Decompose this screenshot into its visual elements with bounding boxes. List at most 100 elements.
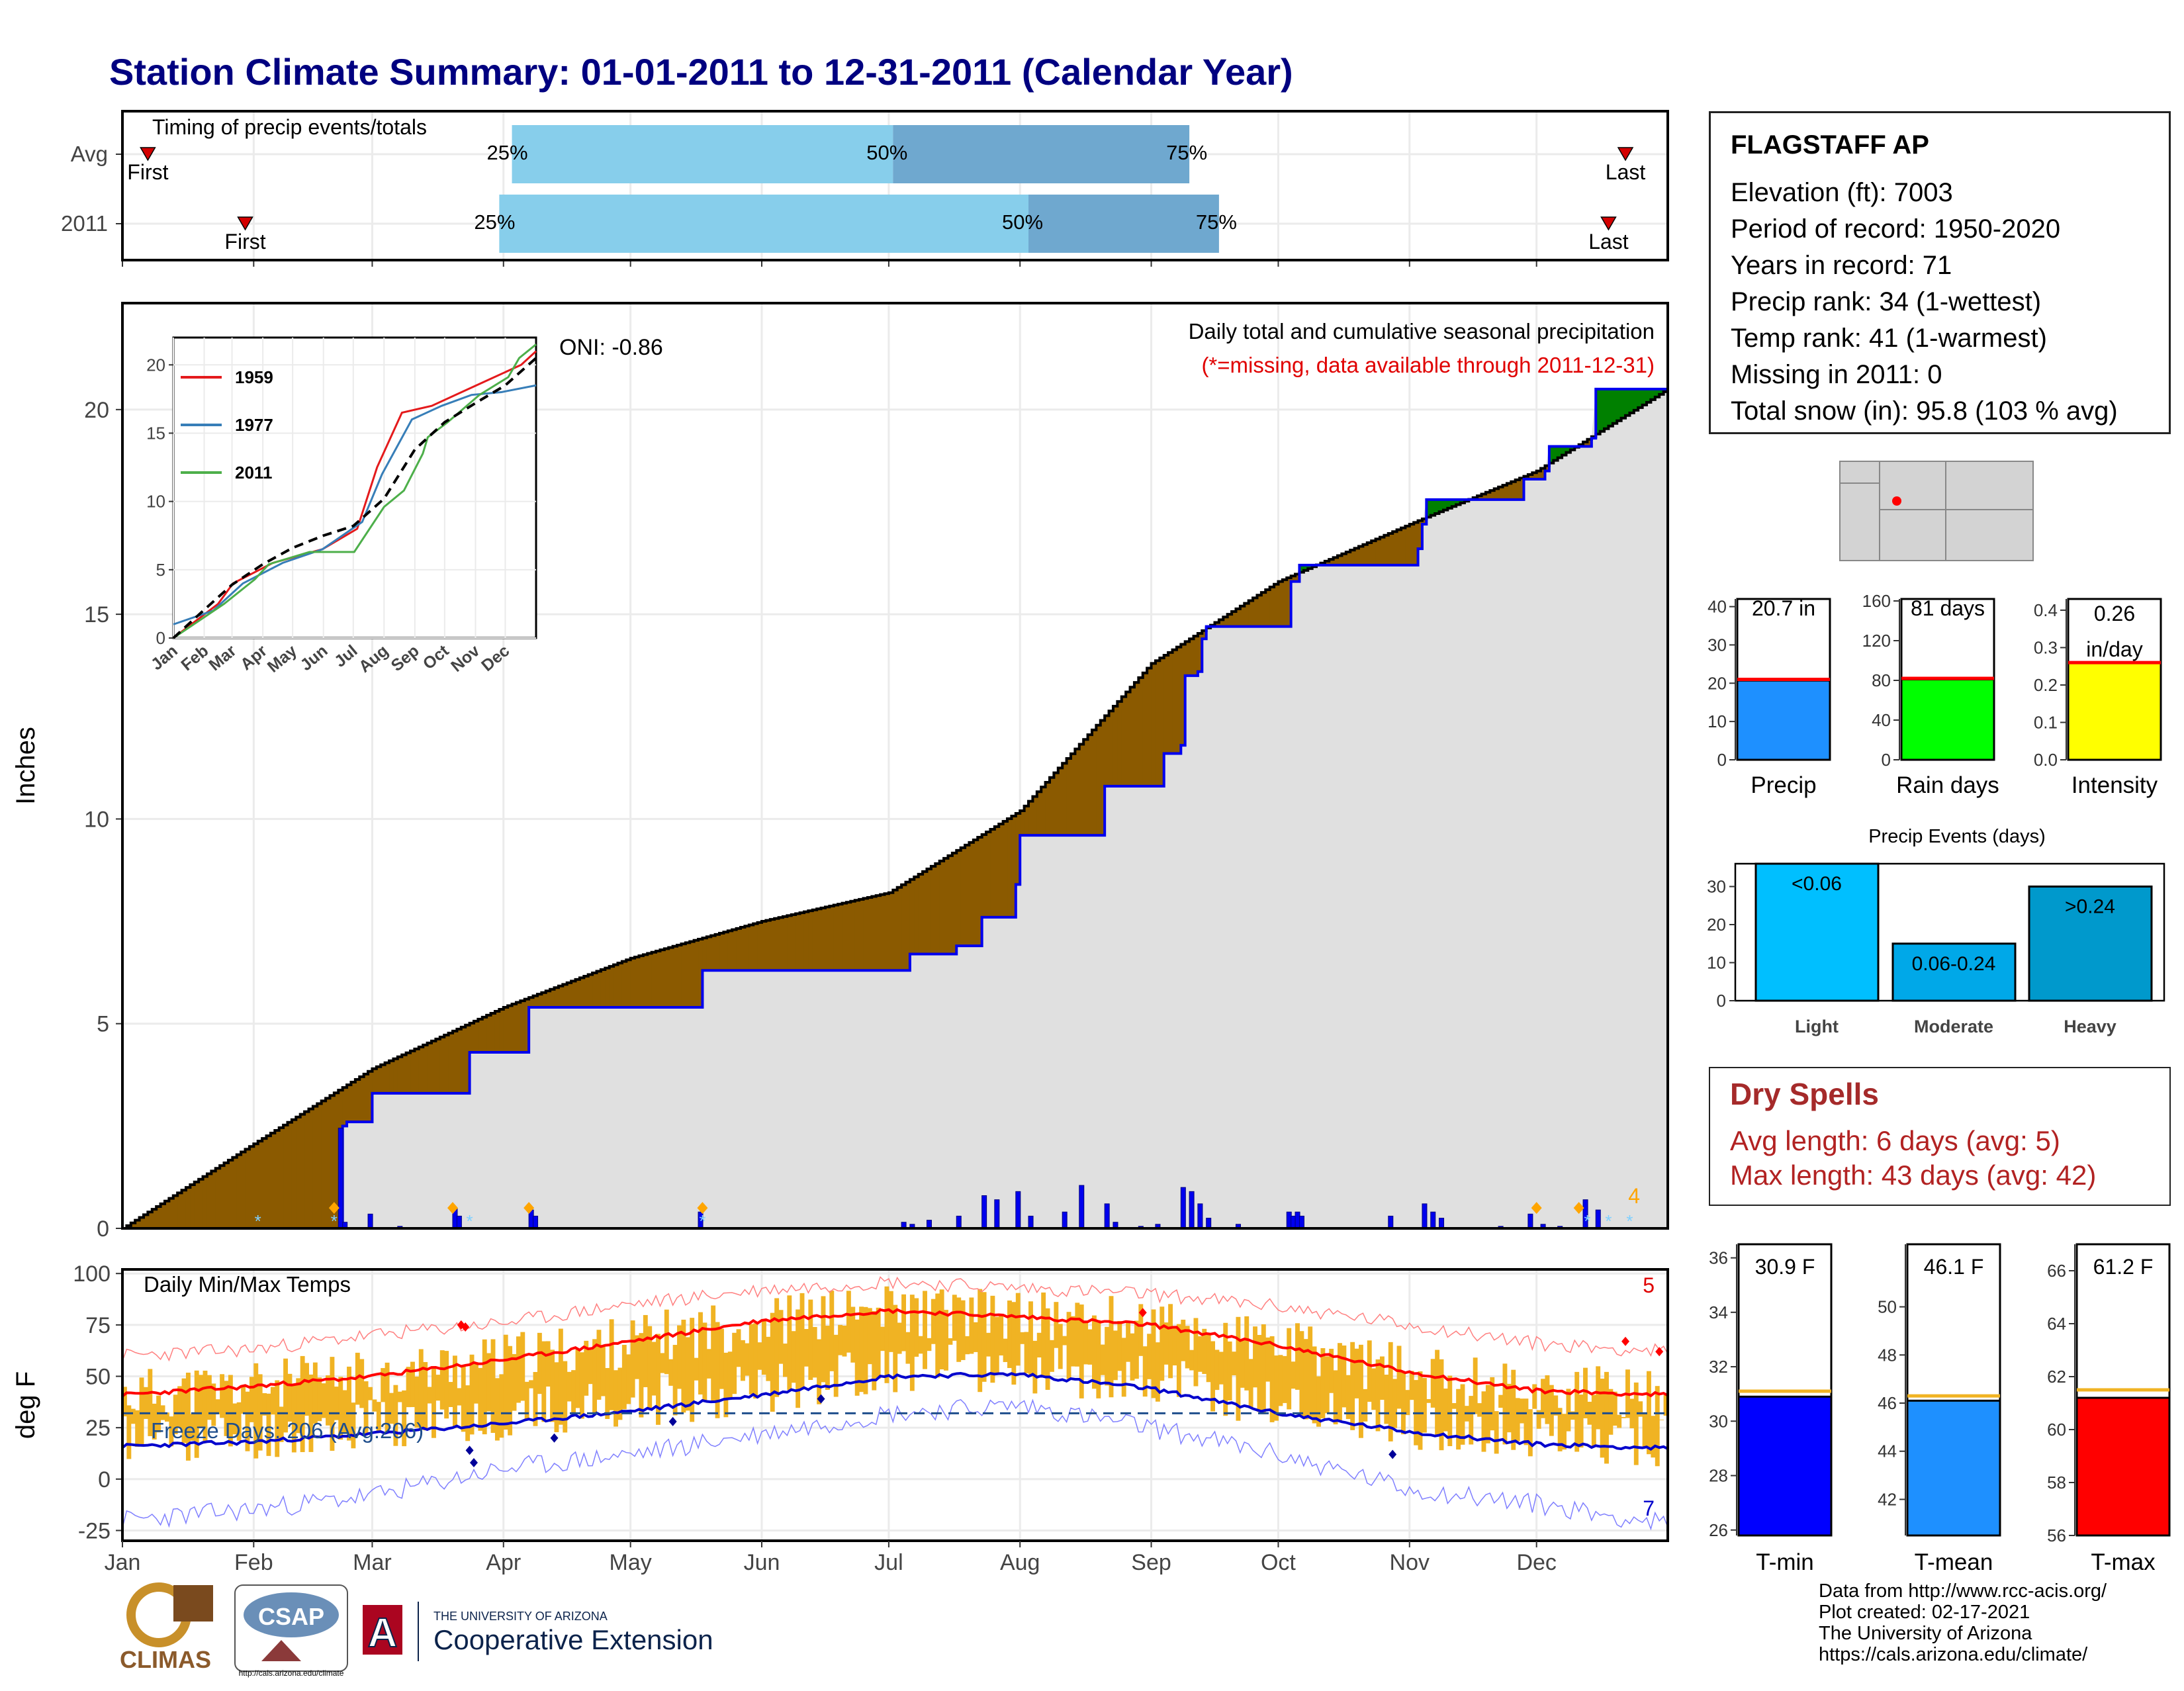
- daily-temp-bar: [1579, 1394, 1584, 1447]
- precip-deficit-day: [737, 929, 741, 970]
- daily-temp-bar: [1003, 1339, 1008, 1362]
- daily-temp-bar: [723, 1353, 728, 1417]
- precip-deficit-day: [1168, 653, 1173, 754]
- precip-deficit-day: [326, 1098, 330, 1228]
- precip-deficit-day: [169, 1199, 173, 1228]
- precip-deficit-day: [190, 1185, 195, 1228]
- precip-deficit-day: [1083, 739, 1088, 835]
- precip-deficit-day: [512, 1004, 517, 1052]
- temp-bar-tick-label: 60: [2047, 1420, 2066, 1440]
- daily-temp-bar: [1516, 1398, 1520, 1441]
- precip-deficit-day: [990, 829, 995, 917]
- timing-last-label-2011: Last: [1588, 230, 1629, 253]
- precip-deficit-day: [974, 840, 978, 946]
- temp-bar-tick-label: 56: [2047, 1526, 2066, 1545]
- daily-temp-bar: [1105, 1327, 1109, 1386]
- precip-ytick-label-1: 5: [97, 1012, 109, 1037]
- precip-deficit-day: [723, 932, 728, 970]
- precip-deficit-day: [821, 908, 826, 970]
- precip-deficit-day: [1152, 663, 1156, 786]
- precip-deficit-day: [715, 935, 720, 970]
- daily-temp-bar: [1181, 1320, 1185, 1361]
- events-bar-label-Heavy: >0.24: [2065, 896, 2115, 918]
- daily-precip-bar-34: [1431, 1212, 1435, 1228]
- daily-temp-bar: [1638, 1401, 1643, 1416]
- precip-deficit-day: [419, 1047, 424, 1093]
- precip-deficit-day: [995, 827, 999, 917]
- precip-deficit-day: [889, 893, 893, 971]
- daily-temp-bar: [1376, 1359, 1381, 1431]
- summary-bar-tick-label: 40: [1872, 710, 1891, 730]
- events-category-Light: Light: [1795, 1017, 1839, 1036]
- temp-bar-tick-label: 34: [1709, 1303, 1728, 1322]
- daily-temp-bar: [499, 1374, 504, 1438]
- precip-deficit-day: [829, 906, 834, 970]
- daily-temp-bar: [596, 1330, 601, 1400]
- daily-temp-bar: [1101, 1345, 1105, 1375]
- daily-temp-bar: [1287, 1328, 1291, 1410]
- precip-deficit-day: [186, 1187, 191, 1228]
- precip-deficit-day: [647, 954, 652, 1007]
- daily-temp-bar: [652, 1342, 657, 1395]
- temp-bar-tick-label: 58: [2047, 1473, 2066, 1492]
- daily-temp-bar: [643, 1315, 648, 1387]
- summary-bar-tick-label: 0: [1882, 750, 1891, 770]
- precip-deficit-day: [694, 940, 699, 1007]
- daily-temp-bar: [1160, 1306, 1164, 1381]
- precip-deficit-day: [850, 901, 855, 971]
- precip-deficit-day: [876, 895, 881, 970]
- precip-deficit-day: [1037, 792, 1042, 835]
- daily-temp-bar: [813, 1327, 817, 1377]
- daily-precip-bar-23: [1181, 1187, 1185, 1228]
- temp-bar-tick-label: 64: [2047, 1314, 2066, 1334]
- precip-deficit-day: [834, 905, 839, 971]
- precip-deficit-day: [872, 897, 876, 971]
- daily-temp-bar: [927, 1338, 931, 1351]
- station-elevation: Elevation (ft): 7003: [1731, 175, 2169, 211]
- daily-temp-bar: [622, 1345, 627, 1409]
- precip-deficit-day: [677, 945, 682, 1007]
- precip-deficit-day: [1185, 641, 1190, 676]
- temp-bar-tick-label: 36: [1709, 1248, 1728, 1268]
- daily-temp-bar: [186, 1373, 191, 1461]
- precip-deficit-day: [982, 835, 987, 917]
- daily-temp-bar: [1334, 1370, 1338, 1424]
- precip-deficit-day: [931, 866, 936, 954]
- timing-first-label-Avg: First: [127, 160, 168, 184]
- precip-deficit-day: [1007, 819, 1012, 917]
- daily-temp-bar: [1338, 1343, 1342, 1421]
- daily-temp-bar: [1350, 1342, 1355, 1430]
- daily-temp-bar: [859, 1306, 864, 1392]
- daily-temp-bar: [1596, 1366, 1600, 1429]
- daily-temp-bar: [1498, 1395, 1503, 1408]
- daily-temp-bar: [559, 1329, 563, 1425]
- daily-temp-bar: [1435, 1350, 1439, 1436]
- daily-temp-bar: [1604, 1372, 1609, 1464]
- daily-precip-bar-41: [1596, 1210, 1600, 1228]
- precip-deficit-day: [173, 1196, 178, 1228]
- precip-deficit-day: [635, 957, 639, 1007]
- precip-deficit-day: [559, 986, 563, 1007]
- timing-bar-25-50-Avg: [512, 125, 893, 183]
- daily-temp-bar: [792, 1331, 796, 1383]
- precip-deficit-day: [859, 899, 864, 970]
- daily-temp-bar: [868, 1308, 872, 1364]
- daily-temp-bar: [1371, 1369, 1376, 1410]
- daily-temp-bar: [923, 1291, 927, 1369]
- freeze-days-label: Freeze Days: 206 (Avg:206): [151, 1418, 424, 1443]
- precip-deficit-day: [952, 853, 957, 954]
- daily-temp-bar: [1037, 1333, 1042, 1357]
- daily-temp-bar: [660, 1353, 664, 1373]
- timing-p25-label-Avg: 25%: [487, 141, 528, 164]
- daily-precip-bar-13: [982, 1196, 987, 1228]
- temp-bar-value-T-mean: 46.1 F: [1924, 1255, 1984, 1279]
- precip-note-title: Daily total and cumulative seasonal prec…: [1189, 319, 1655, 343]
- daily-temp-bar: [512, 1354, 517, 1411]
- precip-deficit-day: [457, 1029, 461, 1093]
- precip-deficit-day: [1164, 655, 1169, 753]
- precip-deficit-day: [919, 874, 923, 954]
- daily-temp-bar: [783, 1344, 788, 1377]
- precip-deficit-day: [1138, 678, 1143, 786]
- precip-deficit-day: [800, 913, 805, 970]
